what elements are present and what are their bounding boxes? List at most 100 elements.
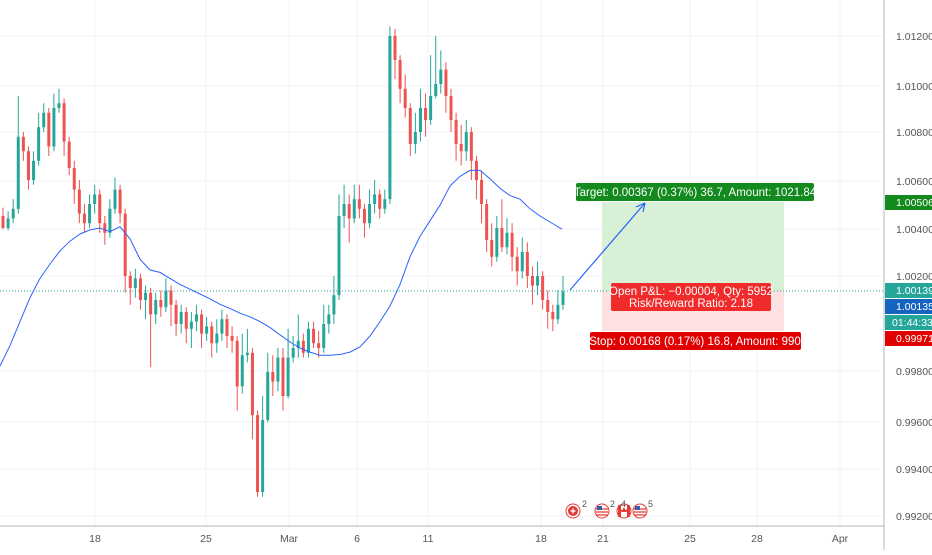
candle-body [32, 160, 36, 180]
svg-text:1.00139: 1.00139 [896, 285, 932, 297]
candle-body [454, 120, 458, 144]
candle-body [261, 420, 265, 492]
candle-body [138, 278, 142, 300]
price-label-stop: 0.99971 [885, 331, 932, 346]
event-count: 2 [610, 499, 615, 509]
candle-body [556, 304, 560, 320]
target-badge[interactable]: Target: 0.00367 (0.37%) 36.7, Amount: 10… [574, 183, 817, 201]
event-count: 2 [582, 499, 587, 509]
svg-text:0.99971: 0.99971 [896, 333, 932, 345]
event-flag-us[interactable]: 2 [594, 499, 615, 519]
candle-body [296, 340, 300, 348]
candle-body [11, 208, 15, 219]
event-count: 4 [621, 499, 626, 509]
x-tick-label: 18 [535, 533, 547, 545]
candle-body [144, 292, 148, 300]
candle-body [215, 333, 219, 344]
candle-body [133, 278, 137, 288]
candle-body [230, 336, 234, 341]
candle-body [256, 415, 260, 492]
candle-body [373, 194, 377, 204]
candle-body [194, 314, 198, 322]
candle-body [337, 216, 341, 296]
event-flag-us-2[interactable]: 5 [632, 499, 653, 519]
swiss-cross-icon [570, 508, 576, 514]
y-tick-label: 1.00400 [896, 224, 932, 236]
candle-body [439, 69, 443, 84]
candle-body [510, 232, 514, 257]
candle-body [500, 228, 504, 248]
moving-average-line [0, 169, 563, 367]
candle-body [235, 340, 239, 387]
candle-body [383, 199, 387, 209]
candle-body [108, 208, 112, 233]
candle-body [347, 204, 351, 219]
x-tick-label: 21 [597, 533, 609, 545]
candle-body [245, 352, 249, 356]
y-tick-label: 0.99800 [896, 366, 932, 378]
candle-body [103, 223, 107, 233]
candle-body [352, 199, 356, 219]
candle-body [515, 256, 519, 272]
candle-body [408, 108, 412, 144]
candle-body [362, 208, 366, 224]
candle-body [42, 112, 46, 128]
candle-body [505, 232, 509, 248]
candle-body [327, 314, 331, 324]
candle-body [169, 290, 173, 305]
maple-leaf-icon [620, 507, 628, 512]
candle-body [118, 189, 122, 214]
candle-body [490, 240, 494, 257]
candle-body [357, 199, 361, 209]
x-tick-label: 28 [751, 533, 763, 545]
stop-text: Stop: 0.00168 (0.17%) 16.8, Amount: 990 [589, 336, 801, 348]
event-flag-ch[interactable]: 2 [565, 499, 587, 519]
candle-body [301, 340, 305, 353]
candle-body [485, 204, 489, 240]
open-pl-badge[interactable]: Open P&L: −0.00004, Qty: 5952 Risk/Rewar… [609, 283, 773, 311]
candle-body [434, 84, 438, 96]
candle-body [52, 108, 56, 147]
price-axis[interactable]: 1.01200 1.01000 1.00800 1.00600 1.00400 … [883, 0, 932, 550]
candle-body [276, 357, 280, 382]
candle-body [424, 108, 428, 120]
candle-body [536, 276, 540, 286]
candle-body [322, 324, 326, 348]
y-tick-label: 1.00200 [896, 271, 932, 283]
event-flags[interactable]: 2 2 4 5 [565, 499, 653, 519]
candle-body [98, 194, 102, 224]
stop-badge[interactable]: Stop: 0.00168 (0.17%) 16.8, Amount: 990 [589, 332, 801, 350]
candle-body [286, 357, 290, 396]
target-text: Target: 0.00367 (0.37%) 36.7, Amount: 10… [574, 187, 817, 199]
candle-body [88, 204, 92, 224]
candle-body [525, 252, 529, 276]
event-flag-ca[interactable]: 4 [616, 499, 632, 519]
projection-arrow[interactable] [569, 202, 646, 291]
candle-body [240, 355, 244, 387]
candle-body [459, 144, 463, 152]
candle-body [449, 96, 453, 120]
candle-body [16, 136, 20, 209]
y-tick-label: 0.99600 [896, 417, 932, 429]
candle-body [312, 328, 316, 344]
target-zone[interactable] [602, 202, 784, 291]
time-axis[interactable]: 18 25 Mar 6 11 18 21 25 28 Apr [0, 525, 884, 545]
rr-ratio-text: Risk/Reward Ratio: 2.18 [629, 298, 753, 310]
candle-body [174, 304, 178, 324]
candle-body [159, 300, 163, 308]
candle-body [67, 141, 71, 168]
price-label-target: 1.00506 [885, 195, 932, 210]
candle-body [530, 276, 534, 286]
open-pl-text: Open P&L: −0.00004, Qty: 5952 [609, 286, 773, 298]
candle-body [164, 290, 168, 308]
candle-body [225, 319, 229, 336]
svg-text:1.00135: 1.00135 [896, 301, 932, 313]
candle-body [551, 312, 555, 320]
candle-body [220, 319, 224, 334]
candle-body [77, 189, 81, 214]
x-tick-label: 11 [423, 533, 434, 545]
candle-body [1, 216, 5, 228]
candle-body [398, 60, 402, 89]
